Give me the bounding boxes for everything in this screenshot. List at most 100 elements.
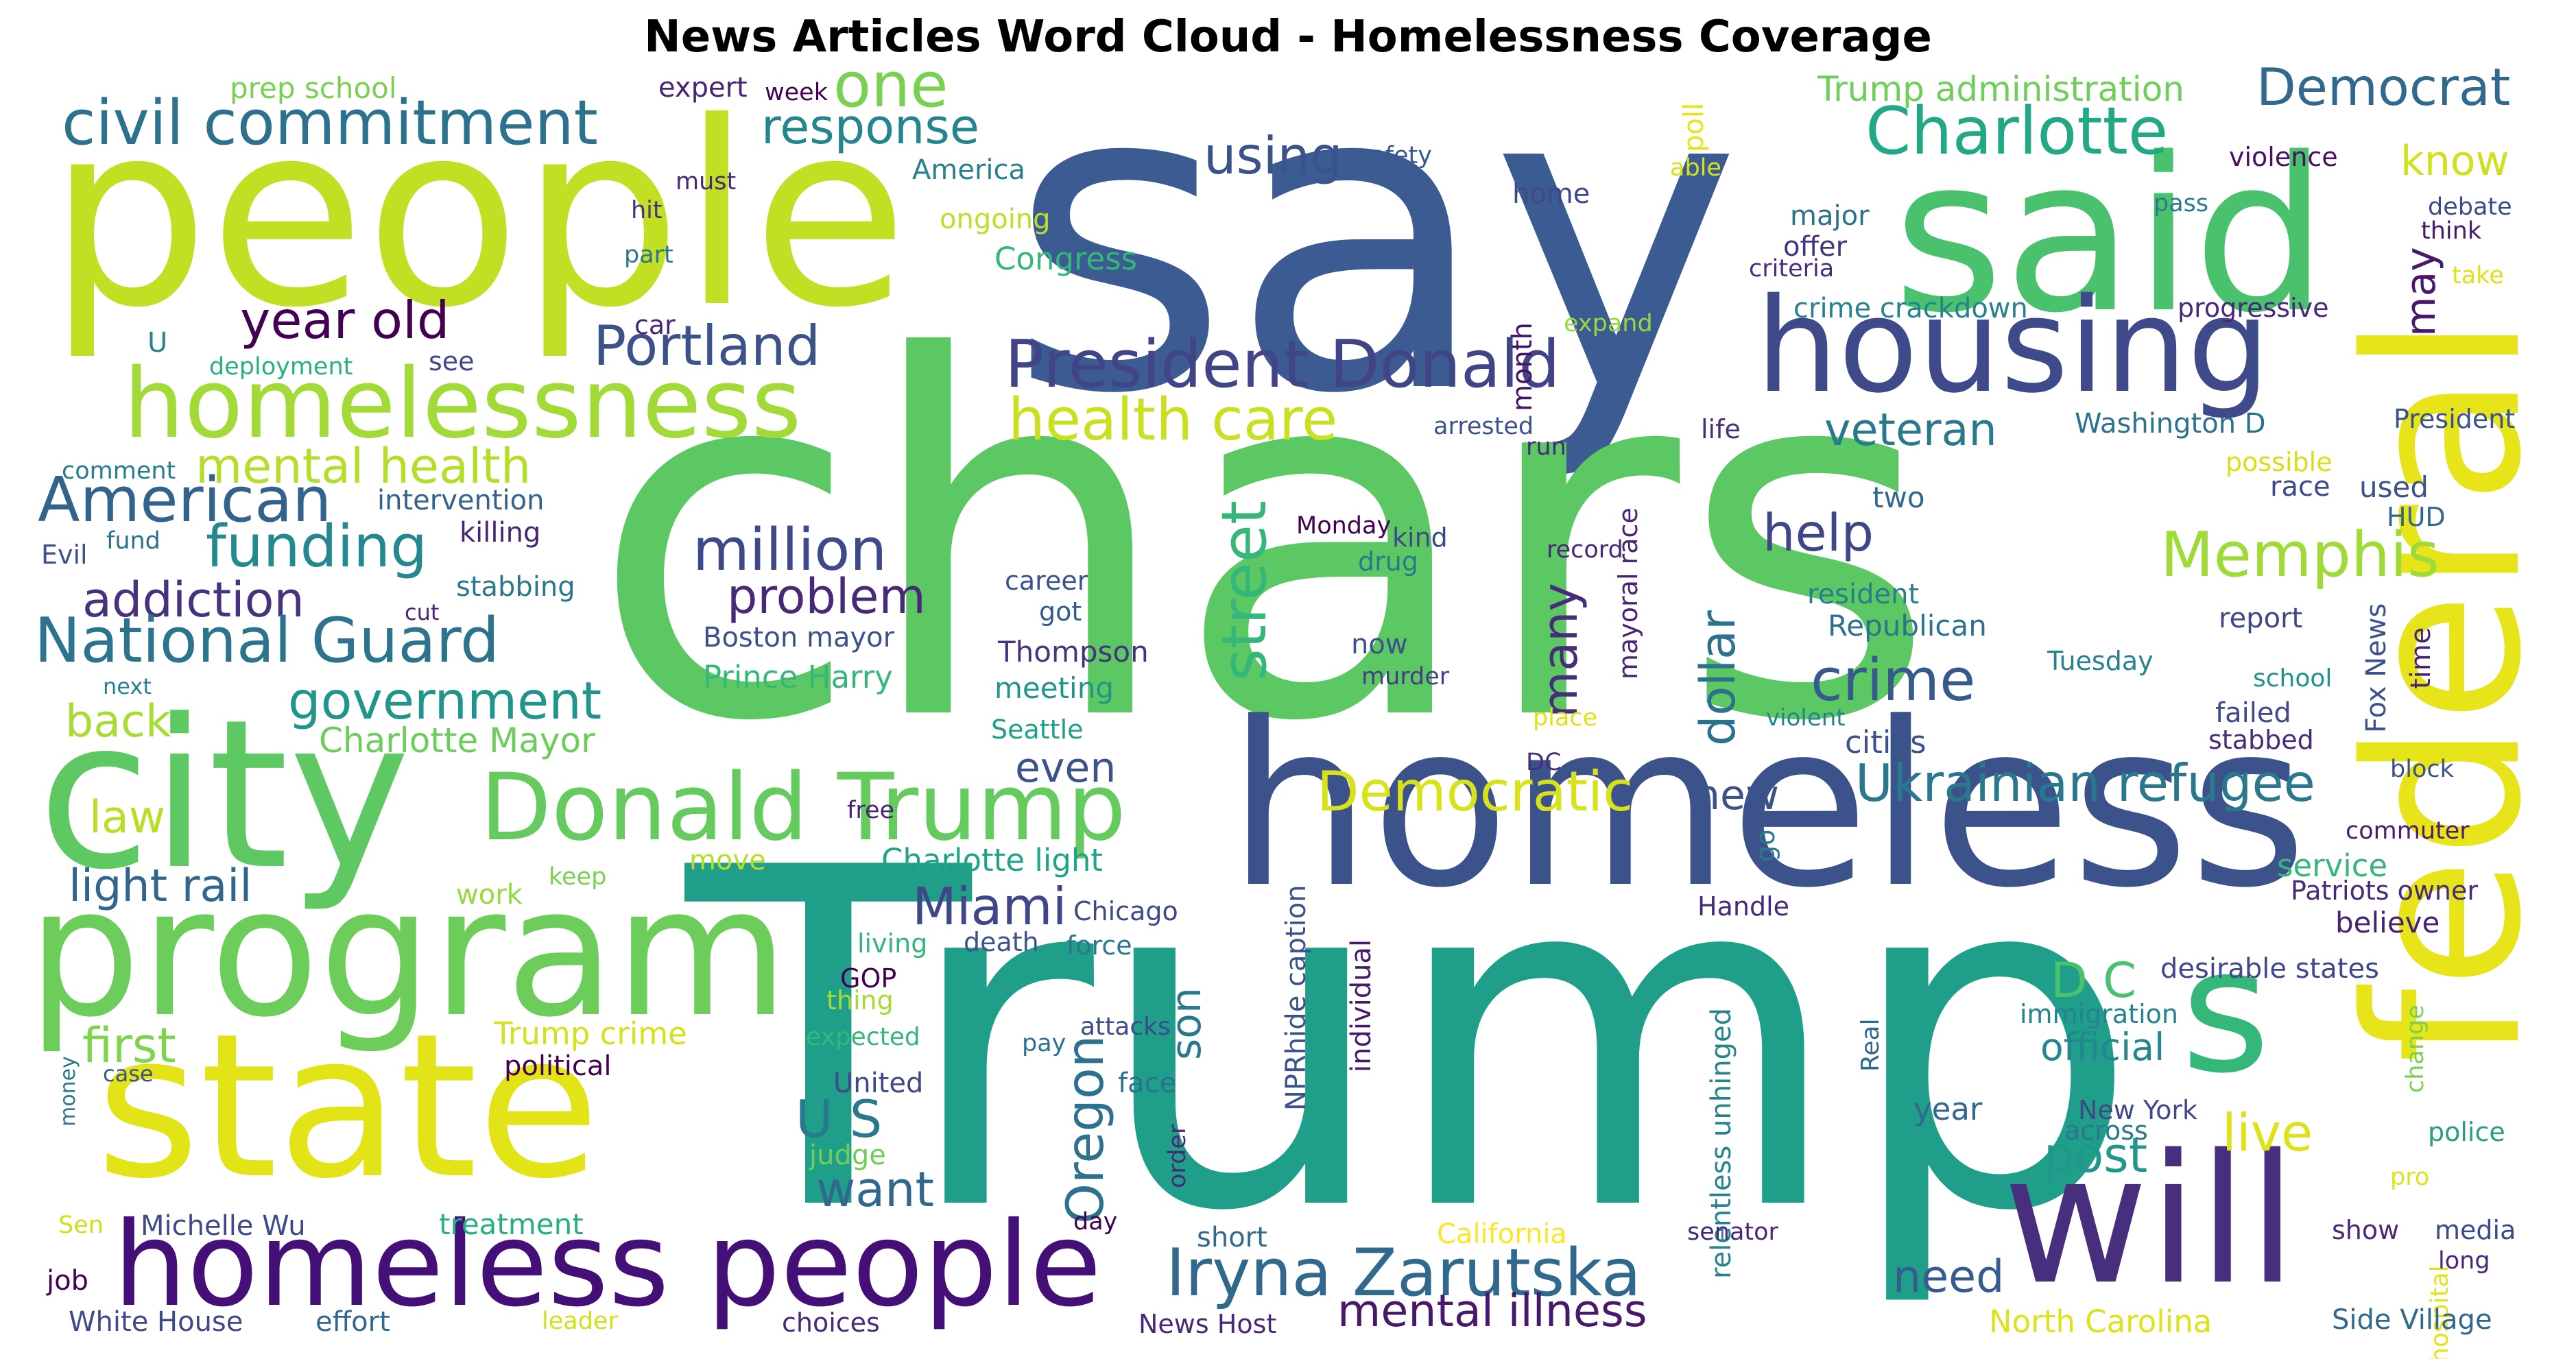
word-america: America [912, 154, 1025, 186]
word-housing: housing [1756, 270, 2270, 422]
word-mayoral-race: mayoral race [1613, 507, 1643, 680]
word-dollar: dollar [1690, 610, 1746, 746]
word-day: day [1073, 1208, 1118, 1236]
word-career: career [1005, 566, 1088, 596]
word-block: block [2390, 756, 2454, 783]
word-people: people [48, 69, 909, 363]
word-got: got [1039, 597, 1082, 627]
word-change: change [2402, 1005, 2429, 1093]
word-cloud-title: News Articles Word Cloud - Homelessness … [644, 12, 1932, 62]
word-north-carolina: North Carolina [1989, 1303, 2213, 1340]
word-live: live [2222, 1103, 2313, 1163]
word-ongoing: ongoing [940, 204, 1051, 235]
word-pass: pass [2154, 190, 2209, 217]
word-job: job [47, 1265, 88, 1297]
word-cities: cities [1845, 724, 1927, 760]
word-meeting: meeting [994, 671, 1114, 705]
word-u: U [147, 327, 168, 359]
word-crime: crime [1811, 647, 1976, 714]
word-response: response [761, 99, 979, 155]
word-senator: senator [1687, 1218, 1778, 1246]
word-trump-crime: Trump crime [494, 1015, 687, 1052]
word-son: son [1162, 987, 1211, 1060]
word-school: school [2253, 664, 2333, 693]
word-u-s: U S [796, 1089, 883, 1149]
word-want: want [816, 1162, 934, 1218]
word-charlotte-mayor: Charlotte Mayor [319, 721, 595, 760]
word-media: media [2435, 1215, 2516, 1245]
word-life: life [1701, 414, 1741, 444]
word-drug: drug [1358, 546, 1418, 577]
word-able: able [1670, 154, 1721, 182]
word-commuter: commuter [2346, 817, 2470, 845]
word-police: police [2428, 1117, 2505, 1147]
word-back: back [65, 696, 171, 747]
word-failed: failed [2215, 697, 2291, 729]
word-city: city [38, 675, 411, 915]
word-short: short [1197, 1222, 1267, 1253]
word-charlotte-light: Charlotte light [881, 842, 1104, 878]
word-new: new [1694, 771, 1780, 819]
word-homeless: homeless [1228, 674, 2308, 937]
word-race: race [2270, 471, 2330, 503]
word-deployment: deployment [209, 353, 353, 381]
word-may: may [2397, 247, 2445, 337]
word-used: used [2359, 470, 2429, 504]
word-evil: Evil [41, 540, 88, 570]
word-many: many [1532, 583, 1588, 718]
word-keep: keep [549, 863, 607, 891]
word-individual: individual [1346, 939, 1377, 1072]
word-president: President [2394, 404, 2516, 434]
word-two: two [1872, 481, 1925, 514]
word-dc: DC [1526, 749, 1562, 776]
word-news-host: News Host [1138, 1309, 1277, 1339]
word-desirable-states: desirable states [2160, 953, 2379, 985]
word-addiction: addiction [82, 572, 305, 628]
word-hit: hit [631, 197, 663, 224]
word-immigration: immigration [2020, 999, 2178, 1029]
word-united: United [833, 1068, 924, 1099]
word-california: California [1437, 1218, 1567, 1250]
word-year-old: year old [240, 290, 450, 350]
word-street: street [1208, 500, 1280, 681]
word-time: time [2405, 627, 2437, 689]
word-prep-school: prep school [230, 71, 397, 105]
word-resident: resident [1807, 579, 1920, 610]
word-even: even [1015, 744, 1117, 792]
word-one: one [833, 49, 949, 121]
word-order: order [1164, 1124, 1191, 1188]
word-miami: Miami [912, 876, 1067, 937]
word-expected: expected [806, 1023, 920, 1051]
word-now: now [1351, 629, 1408, 660]
word-congress: Congress [994, 241, 1138, 277]
word-must: must [676, 168, 737, 195]
word-death: death [964, 927, 1039, 957]
word-monday: Monday [1296, 512, 1392, 540]
word-thing: thing [826, 985, 894, 1015]
word-car: car [634, 310, 676, 340]
word-portland: Portland [593, 314, 821, 378]
word-thompson: Thompson [998, 635, 1149, 669]
word-prince-harry: Prince Harry [703, 659, 893, 695]
word-next: next [103, 673, 152, 699]
word-possible: possible [2226, 447, 2333, 477]
word-seattle: Seattle [991, 714, 1084, 745]
word-tuesday: Tuesday [2047, 646, 2154, 676]
word-stabbed: stabbed [2208, 725, 2314, 755]
word-handle: Handle [1697, 891, 1790, 922]
word-judge: judge [809, 1140, 886, 1171]
word-will: will [2003, 1117, 2298, 1324]
word-major: major [1790, 200, 1870, 232]
word-service: service [2277, 847, 2388, 884]
word-national-guard: National Guard [34, 605, 500, 677]
word-choices: choices [782, 1308, 880, 1338]
word-side-village: Side Village [2332, 1304, 2492, 1336]
word-place: place [1533, 704, 1598, 732]
word-across: across [2064, 1116, 2148, 1146]
word-health-care: health care [1008, 386, 1338, 454]
word-attacks: attacks [1080, 1013, 1171, 1041]
word-safety: safety [1358, 142, 1432, 169]
word-year: year [1913, 1091, 1983, 1127]
word-believe: believe [2335, 906, 2440, 939]
word-pro: pro [2390, 1164, 2430, 1191]
